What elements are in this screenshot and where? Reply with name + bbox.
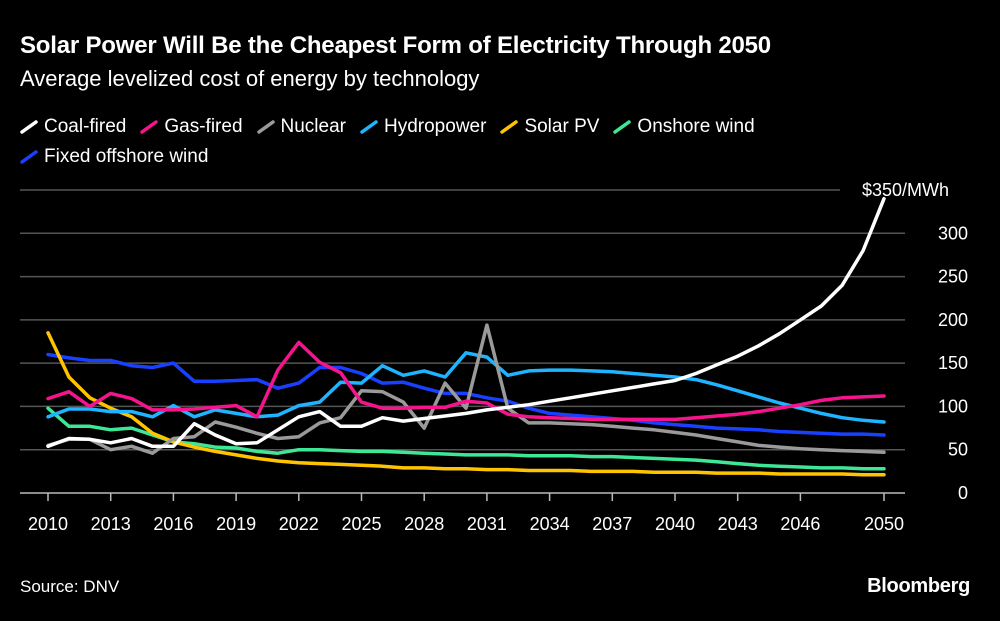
- y-tick-label: 100: [938, 396, 968, 416]
- x-tick-label: 2013: [91, 514, 131, 534]
- x-tick-label: 2043: [718, 514, 758, 534]
- legend: Coal-fired Gas-fired Nuclear Hydropower Sola…: [20, 113, 920, 173]
- unit-label: $350/MWh: [862, 180, 949, 200]
- chart-title: Solar Power Will Be the Cheapest Form of…: [20, 32, 771, 59]
- legend-swatch-icon: [140, 120, 159, 134]
- x-tick-label: 2040: [655, 514, 695, 534]
- legend-label: Gas-fired: [164, 116, 243, 137]
- legend-item: Nuclear: [256, 113, 346, 141]
- x-tick-label: 2010: [28, 514, 68, 534]
- legend-label: Fixed offshore wind: [44, 146, 209, 167]
- y-tick-label: 150: [938, 353, 968, 373]
- y-tick-label: 300: [938, 223, 968, 243]
- bloomberg-logo: Bloomberg: [867, 575, 970, 597]
- source-note: Source: DNV: [20, 577, 120, 596]
- x-tick-label: 2046: [780, 514, 820, 534]
- x-tick-label: 2016: [153, 514, 193, 534]
- series-line-coal-fired: [46, 196, 886, 449]
- y-tick-label: 250: [938, 267, 968, 287]
- x-tick-label: 2031: [467, 514, 507, 534]
- x-tick-label: 2028: [404, 514, 444, 534]
- legend-swatch-icon: [20, 120, 38, 134]
- legend-label: Nuclear: [280, 116, 346, 137]
- x-tick-label: 2022: [279, 514, 319, 534]
- legend-swatch-icon: [613, 120, 632, 134]
- legend-label: Onshore wind: [637, 116, 755, 137]
- legend-item: Hydropower: [360, 113, 486, 141]
- legend-swatch-icon: [20, 150, 38, 164]
- legend-label: Solar PV: [524, 116, 600, 137]
- legend-item: Solar PV: [500, 113, 599, 141]
- legend-swatch-icon: [500, 120, 519, 134]
- series-line-fixed-offshore-wind: [46, 352, 886, 437]
- x-tick-label: 2037: [592, 514, 632, 534]
- y-tick-label: 200: [938, 310, 968, 330]
- series-line-onshore-wind: [46, 406, 886, 471]
- x-tick-label: 2019: [216, 514, 256, 534]
- legend-swatch-icon: [256, 120, 275, 134]
- x-tick-label: 2050: [864, 514, 904, 534]
- x-tick-label: 2034: [530, 514, 570, 534]
- series-line-solar-pv: [46, 331, 886, 477]
- legend-label: Coal-fired: [44, 116, 127, 137]
- y-tick-label: 0: [958, 483, 968, 503]
- legend-item: Coal-fired: [20, 113, 126, 141]
- legend-item: Gas-fired: [140, 113, 243, 141]
- series-line-hydropower: [46, 351, 886, 424]
- legend-item: Onshore wind: [613, 113, 755, 141]
- y-tick-label: 50: [948, 440, 968, 460]
- legend-item: Fixed offshore wind: [20, 143, 208, 171]
- x-tick-label: 2025: [341, 514, 381, 534]
- series-line-nuclear: [46, 323, 886, 455]
- legend-swatch-icon: [360, 120, 378, 134]
- legend-label: Hydropower: [384, 116, 487, 137]
- chart-subtitle: Average levelized cost of energy by tech…: [20, 66, 480, 91]
- series-line-gas-fired: [46, 340, 886, 422]
